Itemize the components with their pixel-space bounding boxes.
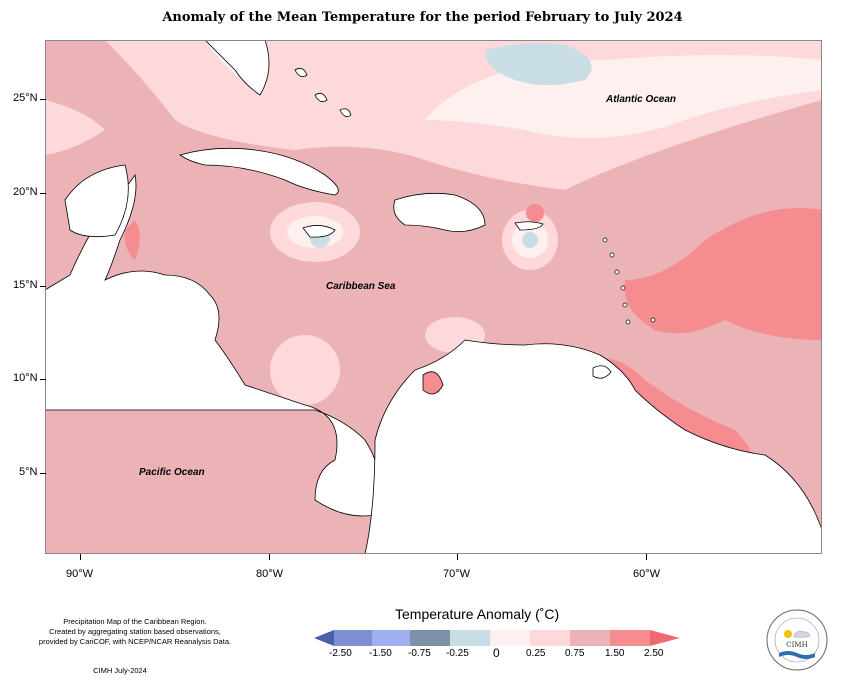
cimh-logo: CIMH xyxy=(766,609,828,671)
wave-icon xyxy=(779,651,815,659)
legend-swatch xyxy=(650,630,680,646)
legend-colorbar xyxy=(314,630,680,646)
ytick-mark xyxy=(40,379,46,380)
legend-label: -1.50 xyxy=(369,648,392,659)
legend-swatch xyxy=(570,630,610,646)
legend-label: 1.50 xyxy=(605,648,625,659)
legend-label: -2.50 xyxy=(329,648,352,659)
legend-swatch xyxy=(490,630,530,646)
xtick-mark xyxy=(457,554,458,560)
label-caribbean-sea: Caribbean Sea xyxy=(326,281,396,292)
legend-label: -0.75 xyxy=(408,648,431,659)
xtick-label-70w: 70°W xyxy=(443,568,471,580)
legend-swatch xyxy=(314,630,334,646)
legend-label: -0.25 xyxy=(446,648,469,659)
ytick-label-5n: 5°N xyxy=(19,466,38,478)
ytick-mark xyxy=(40,99,46,100)
ytick-label-10n: 10°N xyxy=(13,372,38,384)
cloud-icon xyxy=(793,630,811,638)
xtick-mark xyxy=(80,554,81,560)
ytick-label-15n: 15°N xyxy=(13,279,38,291)
legend-title: Temperature Anomaly (˚C) xyxy=(395,606,560,622)
source-note: Precipitation Map of the Caribbean Regio… xyxy=(10,617,260,647)
xtick-mark xyxy=(646,554,647,560)
ytick-mark xyxy=(40,473,46,474)
source-note-line3: provided by CariCOF, with NCEP/NCAR Rean… xyxy=(38,637,232,646)
legend-swatch xyxy=(410,630,450,646)
ytick-label-25n: 25°N xyxy=(13,92,38,104)
legend-swatch xyxy=(610,630,650,646)
xtick-label-90w: 90°W xyxy=(66,568,94,580)
legend-label: 0.75 xyxy=(565,648,585,659)
legend-label: 0.25 xyxy=(526,648,546,659)
legend-swatch xyxy=(334,630,372,646)
xtick-mark xyxy=(269,554,270,560)
legend-swatch xyxy=(450,630,490,646)
sun-icon xyxy=(784,630,792,638)
label-atlantic-ocean: Atlantic Ocean xyxy=(606,94,677,105)
logo-text: CIMH xyxy=(786,641,807,649)
source-note-line1: Precipitation Map of the Caribbean Regio… xyxy=(63,617,207,626)
label-pacific-ocean: Pacific Ocean xyxy=(139,467,205,478)
legend-label: 2.50 xyxy=(644,648,664,659)
credit-text: CIMH July-2024 xyxy=(93,666,147,675)
xtick-label-80w: 80°W xyxy=(256,568,284,580)
xtick-label-60w: 60°W xyxy=(633,568,661,580)
source-note-line2: Created by aggregating station based obs… xyxy=(49,627,221,636)
legend-swatch xyxy=(530,630,570,646)
ytick-mark xyxy=(40,286,46,287)
temperature-anomaly-map xyxy=(45,40,822,554)
ytick-mark xyxy=(40,193,46,194)
map-title: Anomaly of the Mean Temperature for the … xyxy=(162,10,683,25)
legend-label: 0 xyxy=(493,646,500,660)
ytick-label-20n: 20°N xyxy=(13,186,38,198)
legend-swatch xyxy=(372,630,410,646)
map-frame xyxy=(45,40,822,554)
